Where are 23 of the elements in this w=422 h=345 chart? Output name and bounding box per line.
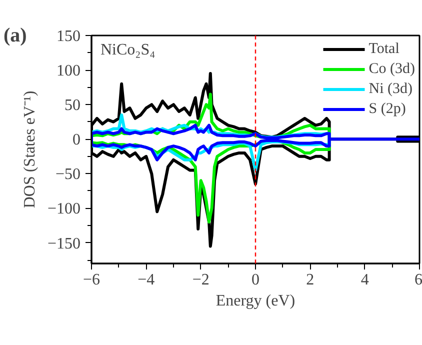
y-axis-title: DOS (States eV⁻¹)	[21, 90, 38, 208]
y-tick-label: −100	[47, 200, 81, 218]
x-tick-label: −2	[192, 272, 210, 288]
x-tick-label: 6	[414, 272, 422, 288]
legend-label: S (2p)	[368, 100, 406, 118]
legend-label: Co (3d)	[368, 60, 415, 78]
x-tick-label: −6	[82, 272, 100, 288]
annotation: NiCo₂S₄	[100, 42, 156, 58]
y-tick-label: 100	[56, 62, 80, 80]
x-tick-label: 4	[360, 272, 369, 288]
line-series	[92, 124, 420, 162]
y-tick-label: 0	[72, 132, 80, 149]
y-tick-label: 50	[64, 97, 80, 114]
legend-label: Ni (3d)	[368, 80, 412, 98]
chart-title: (a)	[4, 24, 27, 46]
y-tick-label: −50	[55, 166, 81, 184]
x-axis-title: Energy (eV)	[216, 292, 296, 310]
x-tick-label: 2	[306, 272, 314, 288]
x-tick-label: 0	[252, 272, 260, 288]
legend-label: Total	[368, 40, 400, 58]
y-tick-label: −150	[47, 235, 81, 252]
y-tick-label: 150	[56, 28, 80, 45]
x-tick-label: −4	[138, 272, 155, 288]
